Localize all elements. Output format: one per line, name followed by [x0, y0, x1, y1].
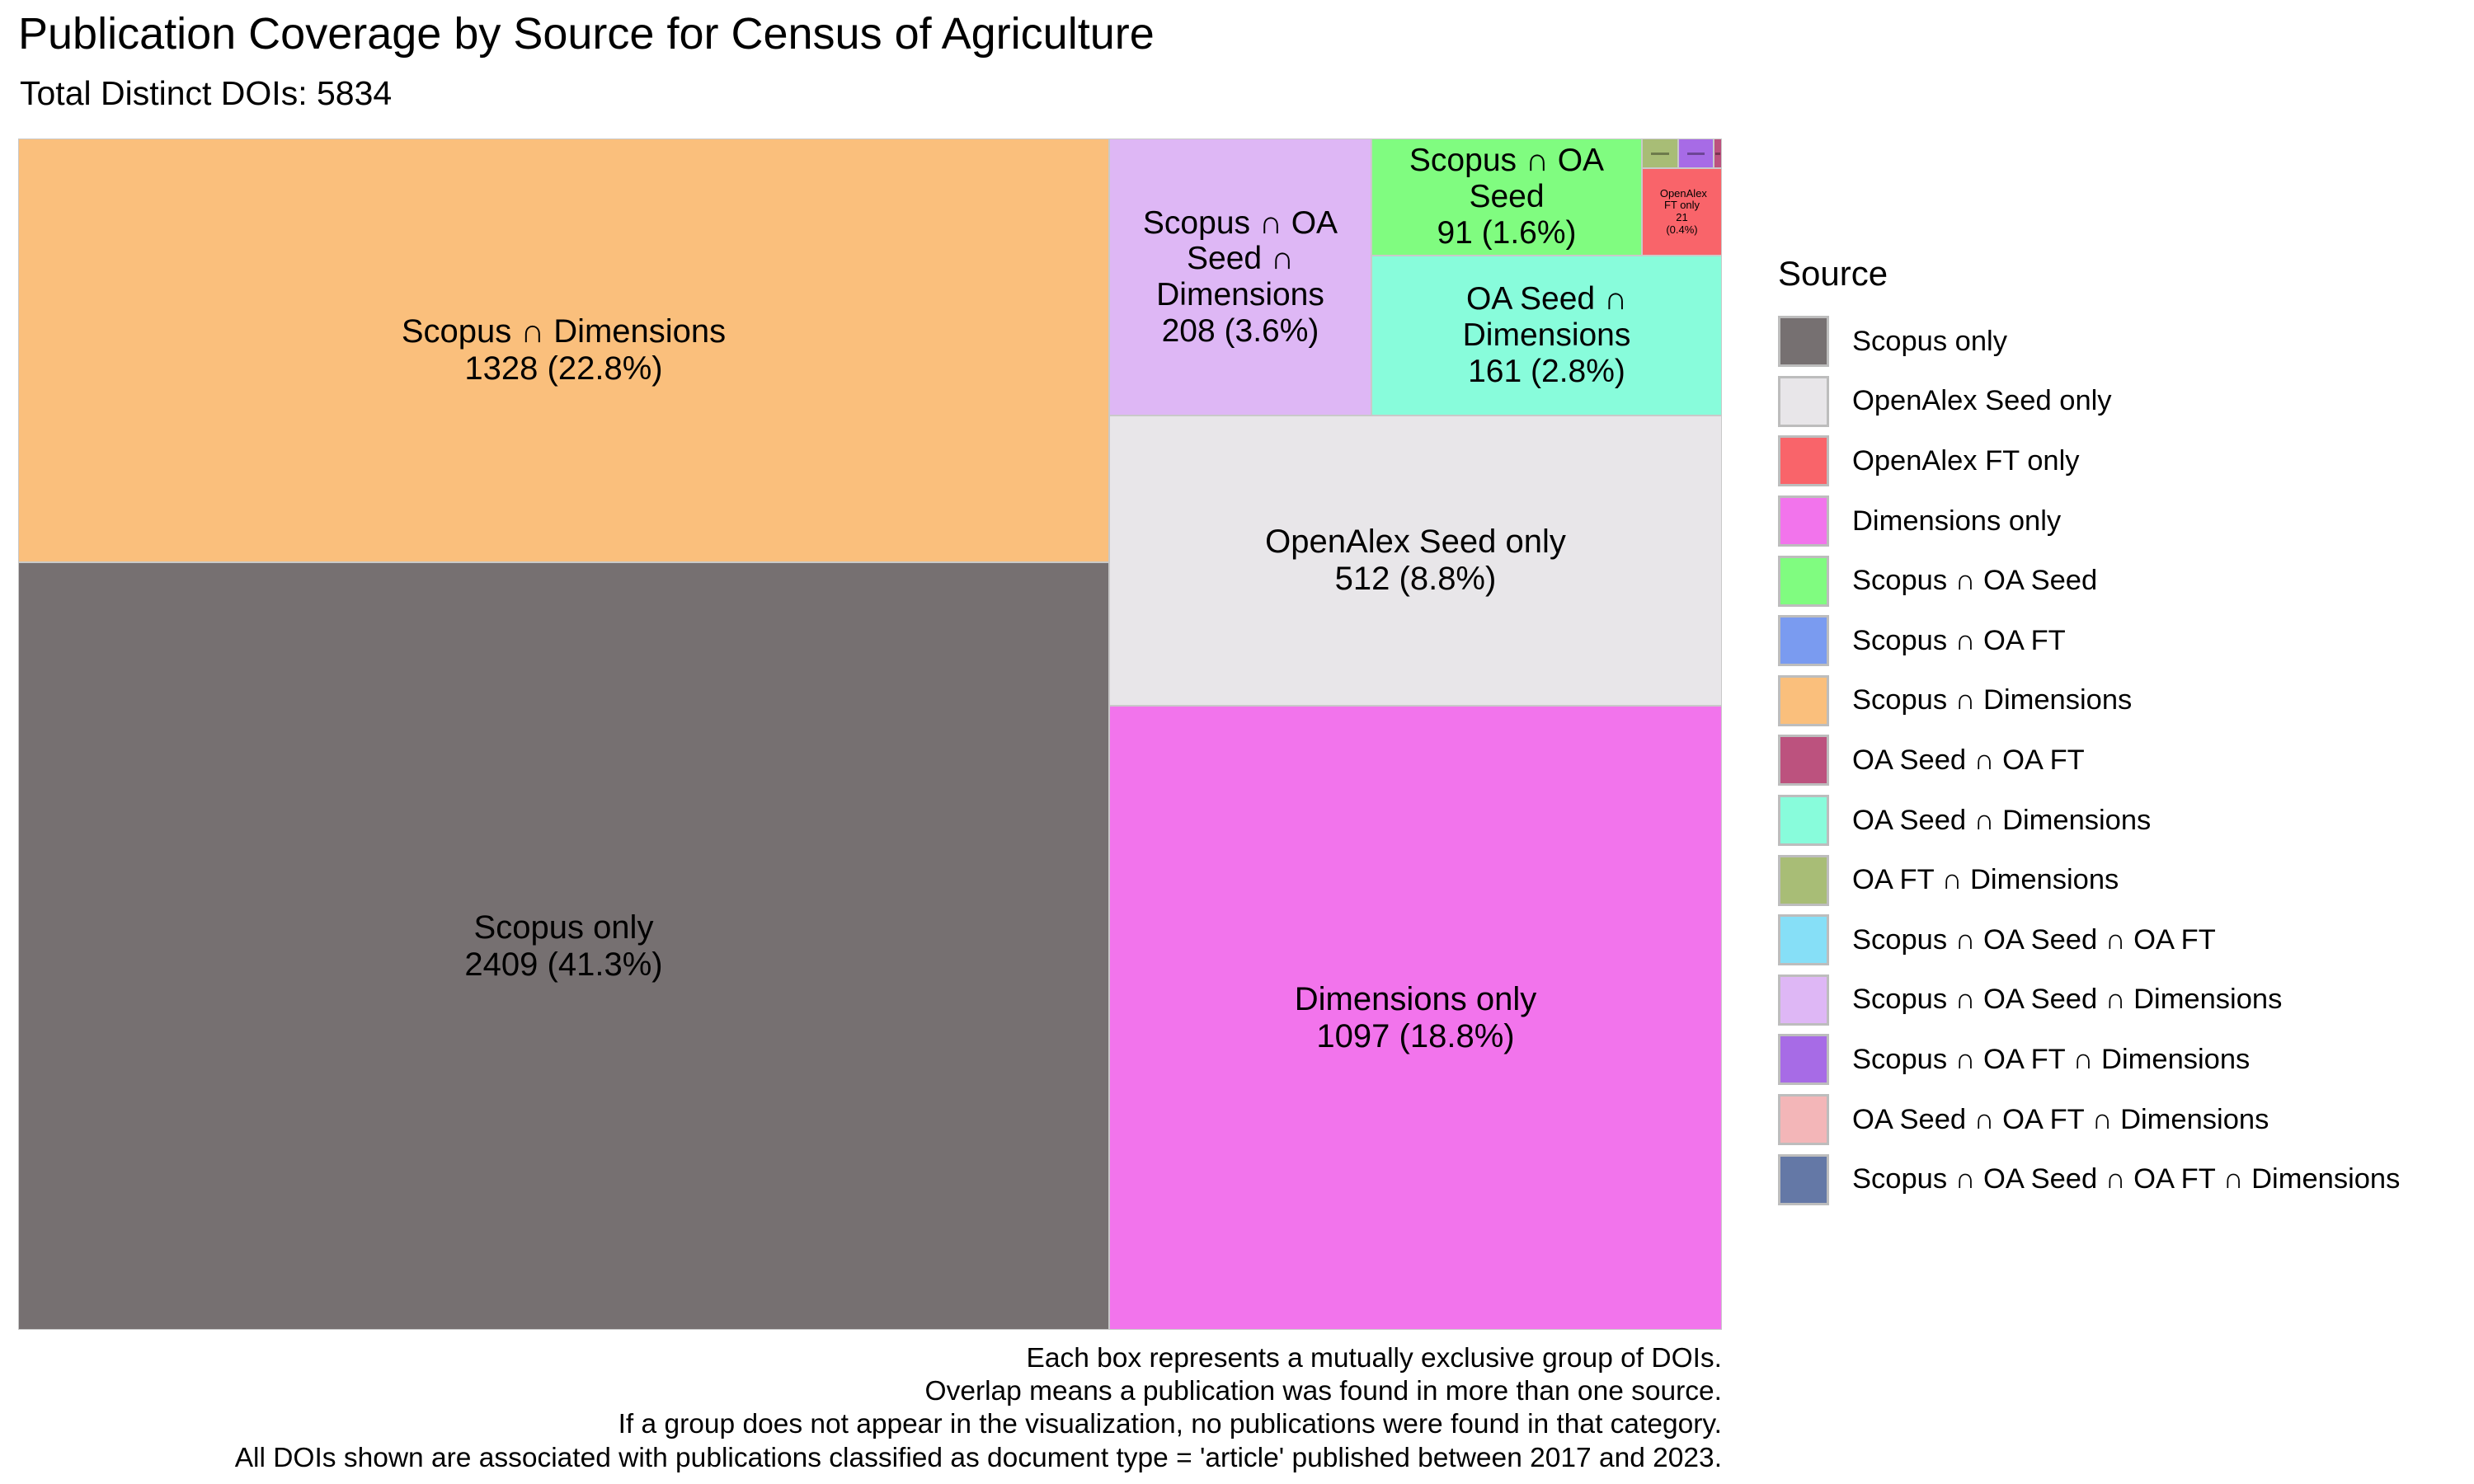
chart-caption: Each box represents a mutually exclusive… — [235, 1342, 1722, 1475]
legend-swatch — [1778, 914, 1829, 966]
legend-label: Scopus ∩ OA FT ∩ Dimensions — [1852, 1043, 2251, 1075]
legend-label: Scopus ∩ OA Seed ∩ Dimensions — [1852, 984, 2283, 1016]
legend-label: Scopus ∩ Dimensions — [1852, 684, 2133, 716]
tile-tiny-mark — [1715, 152, 1720, 155]
legend-swatch — [1778, 375, 1829, 427]
treemap-tile-openalex-ft-only: OpenAlex FT only 21 (0.4%) — [1642, 168, 1722, 256]
legend-swatch — [1778, 735, 1829, 787]
chart-title: Publication Coverage by Source for Censu… — [18, 9, 1155, 59]
tile-value: 1097 (18.8%) — [1316, 1017, 1515, 1054]
legend-label: OpenAlex Seed only — [1852, 385, 2112, 417]
legend-item-scopus-and-oa-seed-and-dimensions: Scopus ∩ OA Seed ∩ Dimensions — [1778, 970, 2400, 1031]
caption-line: Each box represents a mutually exclusive… — [1026, 1343, 1723, 1374]
legend-item-scopus-and-oa-seed: Scopus ∩ OA Seed — [1778, 551, 2400, 611]
tile-value: 2409 (41.3%) — [464, 946, 663, 983]
legend-label: Scopus ∩ OA Seed ∩ OA FT ∩ Dimensions — [1852, 1163, 2401, 1195]
legend-swatch — [1778, 674, 1829, 726]
legend-swatch — [1778, 316, 1829, 368]
tile-tiny-mark — [1651, 152, 1669, 155]
legend-item-oa-seed-and-dimensions: OA Seed ∩ Dimensions — [1778, 791, 2400, 851]
tile-value: 1328 (22.8%) — [464, 350, 663, 387]
legend-item-openalex-seed-only: OpenAlex Seed only — [1778, 372, 2400, 432]
legend-item-oa-seed-and-oa-ft-and-dimensions: OA Seed ∩ OA FT ∩ Dimensions — [1778, 1090, 2400, 1150]
legend-label: Scopus ∩ OA FT — [1852, 624, 2066, 656]
tile-label: OpenAlex Seed only — [1265, 524, 1566, 561]
tile-value: 512 (8.8%) — [1334, 561, 1497, 597]
legend-item-scopus-and-oa-seed-and-oa-ft: Scopus ∩ OA Seed ∩ OA FT — [1778, 910, 2400, 970]
legend-label: Scopus ∩ OA Seed — [1852, 565, 2098, 597]
legend-label: OA Seed ∩ OA FT ∩ Dimensions — [1852, 1103, 2269, 1135]
legend-item-scopus-and-dimensions: Scopus ∩ Dimensions — [1778, 671, 2400, 731]
legend-swatch — [1778, 1094, 1829, 1146]
treemap-tile-scopus-and-oa-seed: Scopus ∩ OA Seed 91 (1.6%) — [1371, 139, 1642, 256]
legend-swatch — [1778, 1153, 1829, 1205]
legend-item-dimensions-only: Dimensions only — [1778, 491, 2400, 552]
legend-label: Scopus ∩ OA Seed ∩ OA FT — [1852, 923, 2216, 956]
tile-label: OA Seed ∩ Dimensions — [1462, 281, 1631, 354]
legend-item-scopus-and-oa-ft-and-dimensions: Scopus ∩ OA FT ∩ Dimensions — [1778, 1030, 2400, 1090]
tile-tiny-mark — [1686, 152, 1705, 155]
legend: Source Scopus only OpenAlex Seed only Open… — [1778, 254, 2400, 1209]
caption-line: Overlap means a publication was found in… — [924, 1376, 1722, 1407]
legend-title: Source — [1778, 254, 1888, 293]
legend-item-scopus-and-oa-ft: Scopus ∩ OA FT — [1778, 611, 2400, 671]
tile-value: 208 (3.6%) — [1161, 312, 1319, 349]
tile-label: Scopus ∩ OA Seed ∩ Dimensions — [1142, 204, 1338, 312]
tile-label: Scopus ∩ Dimensions — [401, 313, 727, 350]
legend-label: Scopus only — [1852, 325, 2007, 357]
legend-label: Dimensions only — [1852, 505, 2062, 537]
treemap: Scopus only 2409 (41.3%) Scopus ∩ Dimensio… — [18, 139, 1722, 1330]
legend-item-scopus-only: Scopus only — [1778, 312, 2400, 372]
legend-swatch — [1778, 1034, 1829, 1086]
treemap-tile-scopus-and-oa-seed-and-dimensions: Scopus ∩ OA Seed ∩ Dimensions 208 (3.6%) — [1109, 139, 1371, 416]
legend-item-oa-ft-and-dimensions: OA FT ∩ Dimensions — [1778, 850, 2400, 910]
treemap-tile-dimensions-only: Dimensions only 1097 (18.8%) — [1109, 706, 1722, 1330]
treemap-tile-openalex-seed-only: OpenAlex Seed only 512 (8.8%) — [1109, 416, 1722, 706]
legend-swatch — [1778, 795, 1829, 847]
tile-value: 161 (2.8%) — [1468, 353, 1625, 389]
legend-swatch — [1778, 555, 1829, 607]
treemap-tile-oa-ft-and-dimensions — [1642, 139, 1678, 168]
treemap-tile-scopus-only: Scopus only 2409 (41.3%) — [18, 562, 1109, 1330]
legend-label: OA Seed ∩ Dimensions — [1852, 804, 2152, 836]
chart-subtitle: Total Distinct DOIs: 5834 — [20, 74, 393, 112]
legend-items: Scopus only OpenAlex Seed only OpenAlex FT… — [1778, 312, 2400, 1209]
legend-item-oa-seed-and-oa-ft: OA Seed ∩ OA FT — [1778, 730, 2400, 791]
tile-label: OpenAlex FT only — [1659, 186, 1707, 212]
legend-swatch — [1778, 854, 1829, 906]
treemap-tile-scopus-and-oa-ft-and-dimensions — [1678, 139, 1714, 168]
caption-line: If a group does not appear in the visual… — [618, 1409, 1722, 1440]
legend-label: OpenAlex FT only — [1852, 444, 2080, 477]
legend-item-scopus-and-oa-seed-and-oa-ft-and-dimensions: Scopus ∩ OA Seed ∩ OA FT ∩ Dimensions — [1778, 1149, 2400, 1209]
tile-label: Dimensions only — [1294, 980, 1537, 1017]
legend-label: OA FT ∩ Dimensions — [1852, 864, 2119, 896]
treemap-tile-oa-seed-and-oa-ft — [1714, 139, 1722, 168]
treemap-tile-scopus-and-dimensions: Scopus ∩ Dimensions 1328 (22.8%) — [18, 139, 1109, 562]
legend-swatch — [1778, 974, 1829, 1026]
legend-swatch — [1778, 495, 1829, 547]
tile-value: 21 (0.4%) — [1666, 211, 1698, 236]
treemap-tile-oa-seed-and-dimensions: OA Seed ∩ Dimensions 161 (2.8%) — [1371, 256, 1722, 416]
caption-line: All DOIs shown are associated with publi… — [234, 1442, 1722, 1473]
legend-swatch — [1778, 435, 1829, 487]
legend-item-openalex-ft-only: OpenAlex FT only — [1778, 431, 2400, 491]
legend-swatch — [1778, 615, 1829, 667]
legend-label: OA Seed ∩ OA FT — [1852, 744, 2085, 776]
tile-label: Scopus ∩ OA Seed — [1409, 143, 1605, 215]
tile-value: 91 (1.6%) — [1437, 214, 1577, 251]
tile-label: Scopus only — [473, 909, 654, 946]
